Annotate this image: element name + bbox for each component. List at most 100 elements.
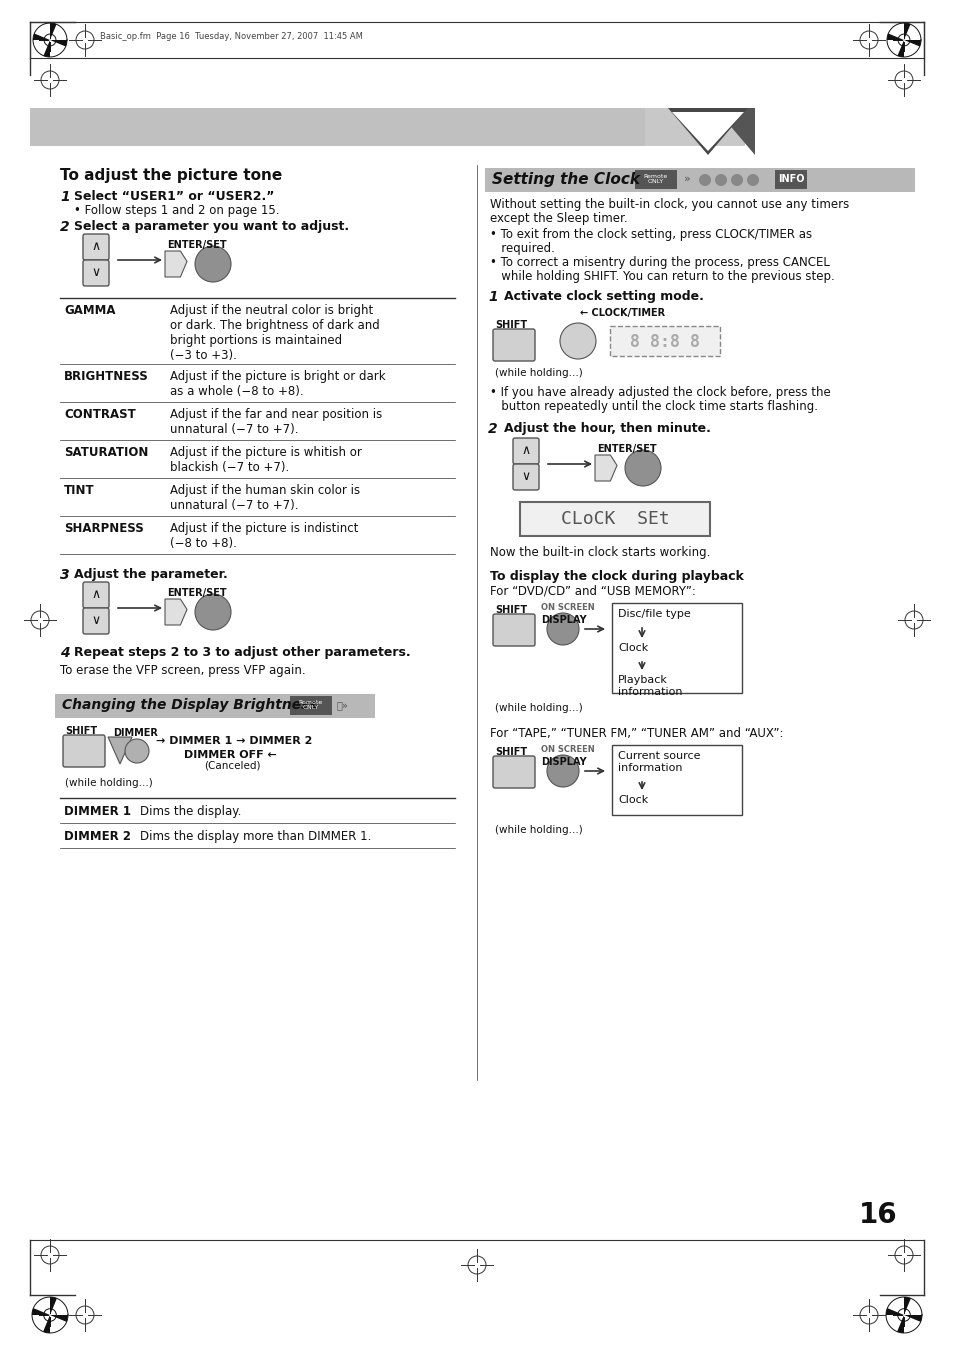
Bar <box>519 503 709 536</box>
Bar <box>635 170 677 189</box>
FancyBboxPatch shape <box>83 259 109 286</box>
Text: ∧: ∧ <box>91 240 100 254</box>
Bar <box>612 744 741 815</box>
Bar <box>290 696 332 715</box>
Circle shape <box>746 174 759 186</box>
Text: except the Sleep timer.: except the Sleep timer. <box>490 212 627 226</box>
Text: Disc/file type: Disc/file type <box>618 609 690 619</box>
Polygon shape <box>903 1297 910 1315</box>
FancyBboxPatch shape <box>493 613 535 646</box>
Text: 1: 1 <box>488 290 497 304</box>
Polygon shape <box>667 108 747 155</box>
FancyBboxPatch shape <box>83 582 109 608</box>
Text: Dims the display.: Dims the display. <box>140 805 241 817</box>
Text: SHIFT: SHIFT <box>65 725 97 736</box>
FancyBboxPatch shape <box>493 330 535 361</box>
Text: 3: 3 <box>60 567 70 582</box>
Text: ON SCREEN: ON SCREEN <box>540 603 594 612</box>
Text: Adjust if the neutral color is bright
or dark. The brightness of dark and
bright: Adjust if the neutral color is bright or… <box>170 304 379 362</box>
Polygon shape <box>50 41 67 46</box>
Text: SHIFT: SHIFT <box>495 605 527 615</box>
Circle shape <box>546 755 578 788</box>
Polygon shape <box>33 34 50 41</box>
Text: To adjust the picture tone: To adjust the picture tone <box>60 168 282 182</box>
Bar <box>55 694 375 717</box>
Text: Adjust if the human skin color is
unnatural (−7 to +7).: Adjust if the human skin color is unnatu… <box>170 484 359 512</box>
Polygon shape <box>108 738 132 765</box>
Text: Current source
information: Current source information <box>618 751 700 773</box>
Text: 16: 16 <box>858 1201 897 1229</box>
Text: Clock: Clock <box>618 643 648 653</box>
Text: »: » <box>683 174 690 184</box>
Text: (Canceled): (Canceled) <box>204 761 260 771</box>
Text: Changing the Display Brightness: Changing the Display Brightness <box>62 698 317 712</box>
Text: DISPLAY: DISPLAY <box>540 757 586 767</box>
Text: CLoCK  SEt: CLoCK SEt <box>560 509 669 528</box>
Text: 4: 4 <box>60 646 70 661</box>
Text: ∨: ∨ <box>521 470 530 484</box>
Bar <box>774 170 806 189</box>
Text: 2: 2 <box>60 220 70 234</box>
Text: SHARPNESS: SHARPNESS <box>64 521 144 535</box>
Text: • To exit from the clock setting, press CLOCK/TIMER as: • To exit from the clock setting, press … <box>490 228 811 240</box>
Text: while holding SHIFT. You can return to the previous step.: while holding SHIFT. You can return to t… <box>490 270 834 282</box>
Text: Without setting the built-in clock, you cannot use any timers: Without setting the built-in clock, you … <box>490 199 848 211</box>
Text: Adjust the hour, then minute.: Adjust the hour, then minute. <box>503 422 710 435</box>
Polygon shape <box>50 23 56 41</box>
Polygon shape <box>885 1308 903 1315</box>
Text: SATURATION: SATURATION <box>64 446 149 459</box>
FancyBboxPatch shape <box>83 608 109 634</box>
Text: Select “USER1” or “USER2.”: Select “USER1” or “USER2.” <box>74 190 274 203</box>
Text: Adjust if the picture is whitish or
blackish (−7 to +7).: Adjust if the picture is whitish or blac… <box>170 446 361 474</box>
Text: Remote
ONLY: Remote ONLY <box>643 173 667 184</box>
Text: To display the clock during playback: To display the clock during playback <box>490 570 743 584</box>
Text: Adjust if the picture is indistinct
(−8 to +8).: Adjust if the picture is indistinct (−8 … <box>170 521 358 550</box>
Circle shape <box>125 739 149 763</box>
Text: DIMMER 1: DIMMER 1 <box>64 805 131 817</box>
Text: INFO: INFO <box>777 174 803 184</box>
Text: GAMMA: GAMMA <box>64 304 115 317</box>
FancyBboxPatch shape <box>513 438 538 463</box>
Text: (while holding...): (while holding...) <box>495 367 582 378</box>
Circle shape <box>546 613 578 644</box>
Polygon shape <box>50 1297 57 1315</box>
Polygon shape <box>165 598 187 626</box>
Text: TINT: TINT <box>64 484 94 497</box>
Circle shape <box>194 594 231 630</box>
Polygon shape <box>671 112 743 151</box>
Text: ∧: ∧ <box>91 589 100 601</box>
Text: ← CLOCK/TIMER: ← CLOCK/TIMER <box>579 308 664 317</box>
Bar <box>644 108 744 146</box>
Text: button repeatedly until the clock time starts flashing.: button repeatedly until the clock time s… <box>490 400 817 413</box>
Text: Remote
ONLY: Remote ONLY <box>298 700 323 711</box>
Bar <box>609 326 720 357</box>
Bar <box>484 168 914 192</box>
Text: To erase the VFP screen, press VFP again.: To erase the VFP screen, press VFP again… <box>60 663 305 677</box>
Text: DIMMER: DIMMER <box>112 728 157 738</box>
Text: SHIFT: SHIFT <box>495 747 527 757</box>
Polygon shape <box>32 1308 50 1315</box>
Text: DIMMER 2: DIMMER 2 <box>64 830 131 843</box>
Text: Dims the display more than DIMMER 1.: Dims the display more than DIMMER 1. <box>140 830 371 843</box>
Polygon shape <box>659 108 754 155</box>
Circle shape <box>624 450 660 486</box>
Polygon shape <box>44 41 50 57</box>
Text: ENTER/SET: ENTER/SET <box>167 240 227 250</box>
Text: (while holding...): (while holding...) <box>495 825 582 835</box>
Text: CONTRAST: CONTRAST <box>64 408 135 422</box>
Circle shape <box>699 174 710 186</box>
Text: ENTER/SET: ENTER/SET <box>167 588 227 598</box>
Circle shape <box>559 323 596 359</box>
Circle shape <box>714 174 726 186</box>
Text: • Follow steps 1 and 2 on page 15.: • Follow steps 1 and 2 on page 15. <box>74 204 279 218</box>
Polygon shape <box>903 23 909 41</box>
Text: Repeat steps 2 to 3 to adjust other parameters.: Repeat steps 2 to 3 to adjust other para… <box>74 646 410 659</box>
Text: (while holding...): (while holding...) <box>65 778 152 788</box>
Text: SHIFT: SHIFT <box>495 320 527 330</box>
Bar <box>30 108 644 146</box>
Text: ENTER/SET: ENTER/SET <box>597 444 656 454</box>
Text: ON SCREEN: ON SCREEN <box>540 744 594 754</box>
Text: 8 8:8 8: 8 8:8 8 <box>629 332 700 351</box>
Text: • To correct a misentry during the process, press CANCEL: • To correct a misentry during the proce… <box>490 255 829 269</box>
Text: Adjust the parameter.: Adjust the parameter. <box>74 567 228 581</box>
